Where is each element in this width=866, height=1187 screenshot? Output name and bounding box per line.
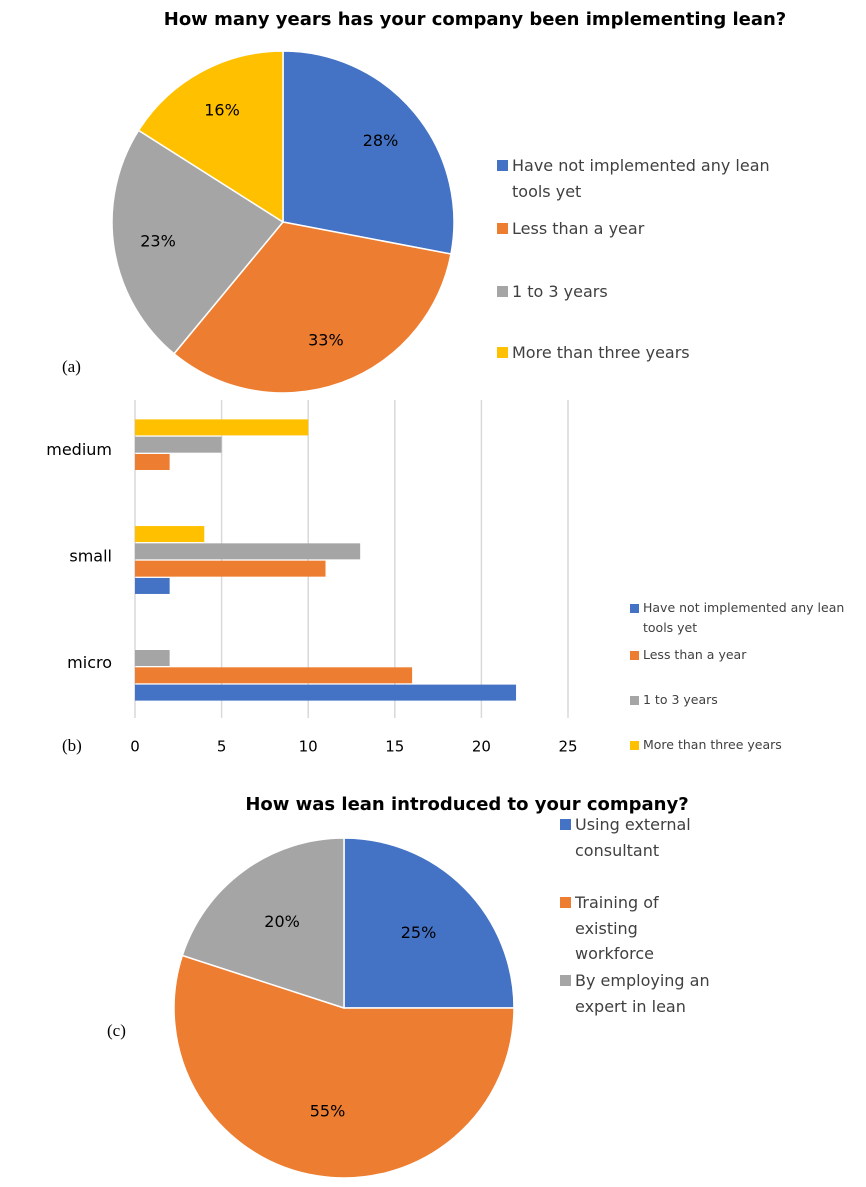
legend-item: 1 to 3 years xyxy=(630,690,862,710)
legend-swatch xyxy=(630,740,639,750)
chart-title: How was lean introduced to your company? xyxy=(245,794,688,815)
legend-swatch xyxy=(560,975,571,987)
chart-title: How many years has your company been imp… xyxy=(164,9,787,30)
slice-label: 33% xyxy=(308,331,344,350)
x-tick-label: 25 xyxy=(558,738,577,756)
bar xyxy=(135,650,170,667)
y-tick-label: small xyxy=(69,547,112,566)
x-tick-label: 10 xyxy=(299,738,318,756)
panel-label: (c) xyxy=(107,1021,126,1040)
legend-swatch xyxy=(560,819,571,831)
panel-label: (b) xyxy=(62,736,82,755)
legend-label: 1 to 3 years xyxy=(512,282,608,301)
legend-swatch xyxy=(497,286,508,298)
bar xyxy=(135,577,170,594)
bar xyxy=(135,543,361,560)
legend-item: More than three years xyxy=(630,735,862,755)
legend-item: Training of existing workforce xyxy=(560,890,710,967)
pie-slice xyxy=(173,954,515,1179)
slice-label: 23% xyxy=(140,231,176,250)
legend-item: Less than a year xyxy=(497,216,807,242)
bar xyxy=(135,453,170,470)
x-tick-label: 15 xyxy=(385,738,404,756)
legend-label: Training of existing workforce xyxy=(575,893,659,964)
legend-label: Using external consultant xyxy=(575,815,691,860)
pie-slice xyxy=(172,221,452,394)
legend-label: 1 to 3 years xyxy=(643,692,718,707)
legend-swatch xyxy=(497,223,508,235)
bar xyxy=(135,684,517,701)
bar xyxy=(135,526,205,543)
pie-slice xyxy=(181,837,345,1010)
x-tick-label: 0 xyxy=(130,738,140,756)
legend-label: More than three years xyxy=(643,737,782,752)
pie-slice xyxy=(343,837,515,1009)
slice-label: 25% xyxy=(401,923,437,942)
slice-label: 16% xyxy=(204,101,240,120)
legend-item: More than three years xyxy=(497,340,807,366)
slice-label: 55% xyxy=(310,1102,346,1121)
legend-swatch xyxy=(497,347,508,359)
legend-label: By employing an expert in lean xyxy=(575,971,710,1016)
legend-swatch xyxy=(630,603,639,613)
panel-label: (a) xyxy=(62,357,81,376)
slice-label: 28% xyxy=(363,131,399,150)
pie-slice xyxy=(282,50,455,255)
legend-label: Have not implemented any lean tools yet xyxy=(512,156,770,201)
legend-item: By employing an expert in lean xyxy=(560,968,710,1019)
y-tick-label: micro xyxy=(67,653,112,672)
legend-label: Less than a year xyxy=(512,219,645,238)
legend-swatch xyxy=(560,897,571,909)
legend-label: Less than a year xyxy=(643,647,747,662)
pie-slice xyxy=(111,129,285,355)
legend-swatch xyxy=(630,695,639,705)
legend-item: Less than a year xyxy=(630,645,862,665)
slice-label: 20% xyxy=(264,912,300,931)
legend-item: Have not implemented any lean tools yet xyxy=(630,598,862,638)
bar xyxy=(135,419,309,436)
legend-swatch xyxy=(497,160,508,172)
legend-item: Have not implemented any lean tools yet xyxy=(497,153,807,204)
bar xyxy=(135,436,222,453)
legend-swatch xyxy=(630,650,639,660)
legend-label: Have not implemented any lean tools yet xyxy=(643,600,845,635)
legend-item: 1 to 3 years xyxy=(497,279,807,305)
bar xyxy=(135,560,326,577)
bar xyxy=(135,667,413,684)
legend-label: More than three years xyxy=(512,343,690,362)
x-tick-label: 20 xyxy=(472,738,491,756)
x-tick-label: 5 xyxy=(217,738,227,756)
y-tick-label: medium xyxy=(46,440,112,459)
legend-item: Using external consultant xyxy=(560,812,710,863)
pie-slice xyxy=(137,50,284,224)
